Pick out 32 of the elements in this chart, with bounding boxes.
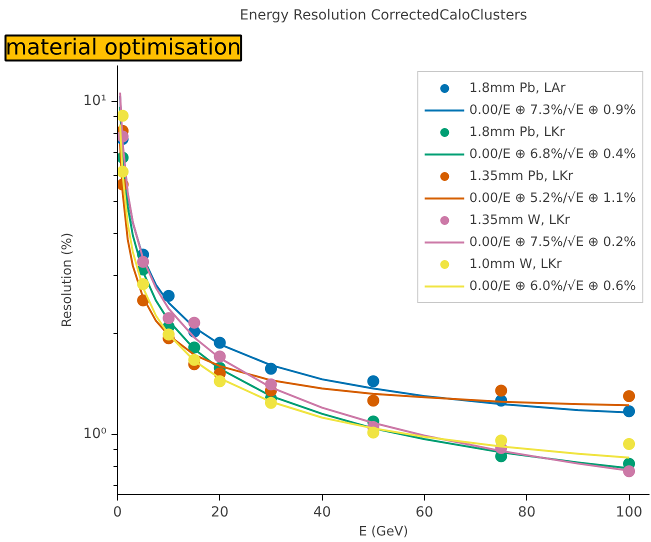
legend-label: 0.00/E ⊕ 7.5%/√E ⊕ 0.2% <box>469 234 636 252</box>
legend-label: 1.8mm Pb, LAr <box>469 80 566 98</box>
x-tick-label: 20 <box>210 504 229 520</box>
legend-label: 1.35mm Pb, LKr <box>469 168 574 186</box>
point <box>118 110 129 122</box>
point <box>495 434 508 446</box>
x-tick-label: 80 <box>518 504 536 520</box>
point <box>623 465 636 478</box>
x-tick-label: 100 <box>616 504 642 520</box>
legend-label: 1.0mm W, LKr <box>469 256 562 274</box>
legend-label: 0.00/E ⊕ 5.2%/√E ⊕ 1.1% <box>469 190 636 208</box>
x-tick-label: 40 <box>313 504 332 520</box>
point <box>162 312 175 324</box>
chart-title: Energy Resolution CorrectedCaloClusters <box>240 8 528 24</box>
y-axis-title: Resolution (%) <box>60 232 76 328</box>
point <box>367 394 380 407</box>
point <box>188 316 200 329</box>
legend-label: 0.00/E ⊕ 6.8%/√E ⊕ 0.4% <box>469 146 636 164</box>
legend-label: 0.00/E ⊕ 6.0%/√E ⊕ 0.6% <box>469 278 636 296</box>
legend-label: 0.00/E ⊕ 7.3%/√E ⊕ 0.9% <box>469 102 636 120</box>
y-tick-label: 10¹ <box>83 93 107 110</box>
legend-label: 1.8mm Pb, LKr <box>469 124 565 142</box>
x-tick-label: 0 <box>113 504 122 520</box>
point <box>367 375 380 388</box>
x-tick-label: 60 <box>416 504 434 520</box>
legend-label: 1.35mm W, LKr <box>469 212 570 230</box>
x-axis-title: E (GeV) <box>358 524 408 540</box>
point <box>623 438 636 450</box>
y-tick-label: 10⁰ <box>83 426 107 442</box>
text: material optimisation <box>6 36 242 60</box>
point <box>495 384 508 397</box>
point <box>623 390 636 402</box>
